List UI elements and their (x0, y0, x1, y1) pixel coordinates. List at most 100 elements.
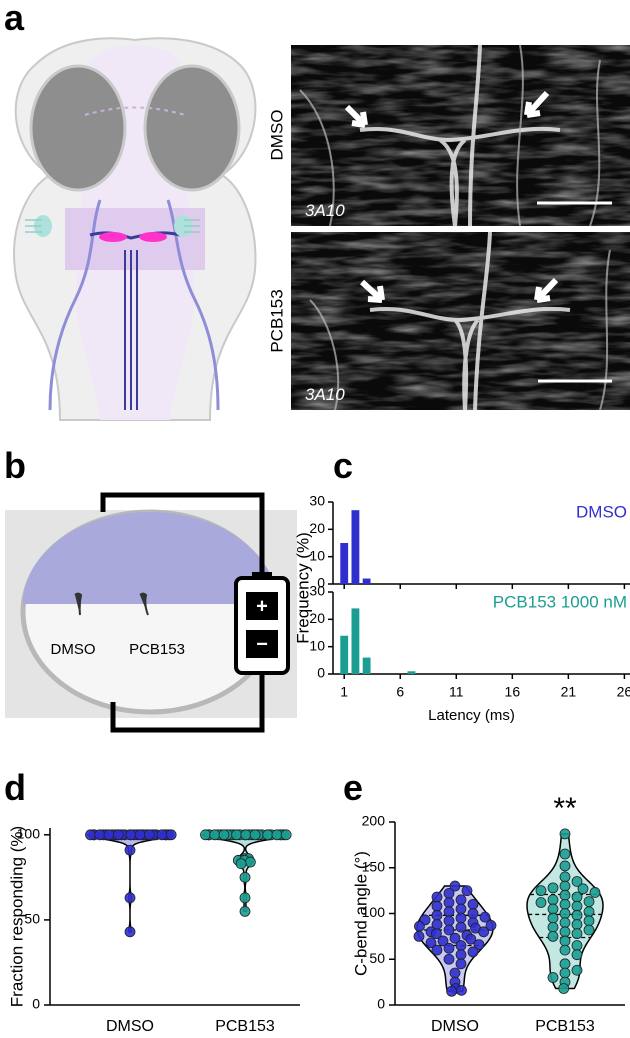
arena-photo (5, 492, 297, 733)
y-tick-label: 0 (32, 996, 40, 1012)
data-point (571, 876, 583, 887)
data-point (443, 953, 455, 965)
data-point (94, 829, 106, 841)
y-axis-label: Frequency (%) (293, 532, 312, 643)
data-point (559, 926, 571, 938)
data-point (443, 897, 455, 908)
data-point (571, 909, 583, 921)
data-point (559, 967, 571, 979)
data-point (465, 933, 477, 945)
data-point (124, 892, 136, 904)
data-point (559, 871, 571, 883)
data-point (262, 829, 274, 841)
data-point (124, 926, 136, 938)
data-point (571, 928, 583, 940)
data-point (571, 891, 583, 903)
bar (351, 510, 360, 584)
data-point (443, 942, 455, 954)
panel-label: c (333, 445, 353, 486)
condition-label: DMSO (267, 110, 286, 161)
data-point (443, 915, 455, 927)
data-point (535, 897, 547, 908)
data-point (467, 898, 479, 910)
x-tick-label: 21 (561, 684, 577, 700)
y-tick-label: 100 (17, 826, 41, 842)
data-point (431, 944, 443, 956)
data-point (571, 940, 583, 951)
data-point (125, 829, 137, 841)
data-point (559, 908, 571, 919)
data-point (559, 935, 571, 947)
data-point (85, 829, 96, 841)
data-point (473, 939, 485, 951)
data-point (431, 928, 442, 940)
y-tick-label: 10 (309, 547, 325, 563)
bar (351, 608, 360, 674)
data-point (249, 829, 261, 841)
data-point (583, 906, 595, 918)
data-point (239, 892, 251, 904)
data-point (558, 983, 570, 994)
legend-label: DMSO (576, 502, 627, 521)
x-tick-label: PCB153 (215, 1018, 275, 1033)
bar (362, 578, 371, 584)
data-point (431, 909, 443, 921)
x-axis-label: Latency (ms) (428, 707, 515, 724)
data-point (414, 920, 425, 932)
x-tick-label: 6 (396, 684, 404, 700)
data-point (240, 829, 252, 841)
data-point (455, 912, 467, 924)
stain-label: 3A10 (305, 385, 345, 404)
panel-label: e (343, 767, 363, 808)
data-point (485, 919, 497, 931)
data-point (143, 829, 155, 841)
data-point (547, 894, 559, 906)
data-point (535, 885, 547, 897)
data-point (571, 964, 583, 976)
fish-label: DMSO (51, 641, 96, 658)
data-point (571, 919, 583, 930)
data-point (559, 958, 571, 970)
y-tick-label: 150 (362, 858, 386, 874)
x-tick-label: 16 (505, 684, 521, 700)
data-point (235, 858, 247, 870)
panel-label: d (4, 767, 26, 808)
bar (340, 635, 349, 674)
y-tick-label: 30 (309, 493, 325, 509)
x-tick-label: PCB153 (535, 1018, 595, 1033)
fish-label: PCB153 (129, 641, 185, 658)
panel-label: b (4, 445, 26, 486)
legend-label: PCB153 1000 nM (493, 592, 627, 611)
data-point (124, 844, 136, 856)
battery-sign: − (256, 633, 268, 655)
y-tick-label: 50 (24, 911, 40, 927)
zebrafish-diagram (13, 37, 257, 421)
x-tick-label: 1 (340, 684, 348, 700)
data-point (455, 921, 467, 933)
y-axis-label: C-bend angle (°) (351, 851, 370, 976)
data-point (449, 932, 461, 944)
data-point (449, 880, 461, 892)
data-point (478, 926, 490, 938)
data-point (455, 894, 467, 906)
data-point (559, 828, 571, 840)
condition-label: PCB153 (267, 289, 286, 352)
data-point (455, 949, 467, 961)
y-tick-label: 100 (362, 904, 386, 920)
data-point (559, 860, 571, 872)
bar (340, 543, 349, 584)
data-point (413, 930, 425, 942)
data-point (547, 912, 559, 924)
data-point (559, 880, 571, 892)
data-point (547, 903, 559, 915)
data-point (547, 972, 559, 983)
data-point (559, 944, 571, 956)
bar (407, 671, 416, 674)
y-tick-label: 0 (317, 665, 325, 681)
data-point (425, 937, 437, 949)
y-tick-label: 30 (309, 583, 325, 599)
data-point (231, 829, 243, 841)
data-point (449, 967, 461, 979)
data-point (479, 911, 491, 923)
